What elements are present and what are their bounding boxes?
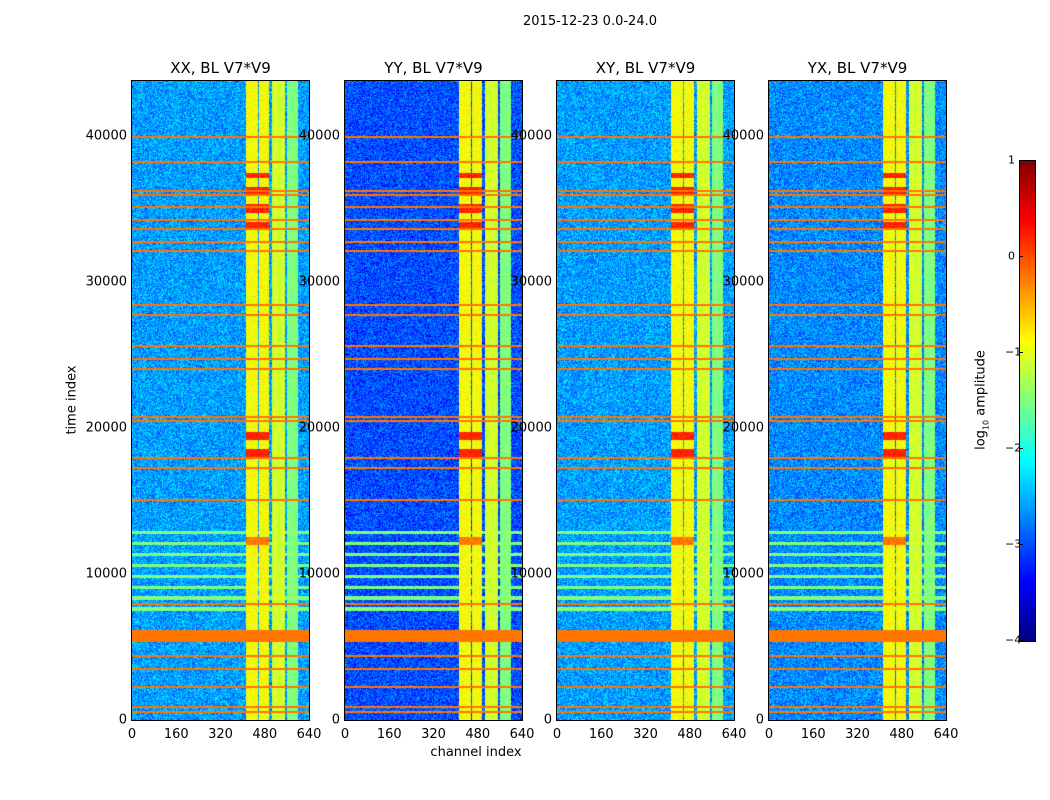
y-tick-label: 0	[331, 712, 340, 728]
x-tick-label: 640	[933, 727, 959, 742]
x-tick-label: 0	[127, 727, 137, 742]
x-tick-label: 320	[633, 727, 658, 742]
y-axis-label: time index	[64, 365, 80, 435]
heatmap-image	[769, 81, 946, 720]
y-tick-label: 20000	[298, 420, 340, 436]
y-tick-label: 40000	[298, 128, 340, 144]
colorbar-tick-mark	[1019, 448, 1023, 449]
heatmap-panel: YY, BL V7*V9 0 160 320 480 640 0 10000 20000 3000…	[299, 59, 535, 742]
y-tick-label: 30000	[85, 274, 127, 290]
heatmap-image	[132, 81, 309, 720]
x-tick-label: 480	[889, 727, 915, 742]
x-tick-label: 160	[800, 727, 826, 742]
x-tick-label: 0	[340, 727, 350, 742]
colorbar-tick-label: −1	[1005, 345, 1022, 359]
y-tick-label: 20000	[510, 420, 552, 436]
y-tick-label: 0	[118, 712, 127, 728]
x-tick-label: 160	[163, 727, 189, 742]
colorbar-tick-mark	[1019, 544, 1023, 545]
colorbar-tick-label: 1	[1008, 153, 1015, 167]
x-tick-label: 480	[677, 727, 703, 742]
y-tick-label: 20000	[722, 420, 764, 436]
y-tick-label: 40000	[510, 128, 552, 144]
heatmap-image	[557, 81, 734, 720]
x-tick-label: 480	[465, 727, 491, 742]
y-tick-label: 10000	[298, 566, 340, 582]
y-tick-label: 30000	[510, 274, 552, 290]
heatmap-panel: YX, BL V7*V9 0 160 320 480 640 0 10000 20000 3000…	[723, 59, 959, 742]
y-tick-label: 10000	[722, 566, 764, 582]
y-tick-label: 10000	[85, 566, 127, 582]
colorbar-tick-mark	[1019, 160, 1023, 161]
colorbar-tick-mark	[1019, 256, 1023, 257]
x-axis-label: channel index	[430, 745, 522, 760]
panel-title: XY, BL V7*V9	[595, 59, 696, 77]
heatmap-image	[345, 81, 522, 720]
colorbar-label: log10 amplitude	[973, 350, 991, 450]
x-tick-label: 320	[421, 727, 446, 742]
x-tick-label: 640	[296, 727, 322, 742]
x-tick-label: 320	[845, 727, 870, 742]
y-tick-label: 30000	[298, 274, 340, 290]
colorbar-tick-label: −4	[1005, 633, 1022, 647]
x-tick-label: 640	[509, 727, 535, 742]
colorbar	[1019, 160, 1036, 642]
x-tick-label: 0	[552, 727, 562, 742]
x-tick-label: 160	[588, 727, 614, 742]
colorbar-tick-label: −2	[1005, 441, 1022, 455]
y-tick-label: 20000	[85, 420, 127, 436]
panel-title: XX, BL V7*V9	[170, 59, 271, 77]
y-tick-label: 30000	[722, 274, 764, 290]
y-tick-label: 40000	[85, 128, 127, 144]
x-tick-label: 0	[764, 727, 774, 742]
colorbar-tick-mark	[1019, 640, 1023, 641]
heatmap-panel: XY, BL V7*V9 0 160 320 480 640 0 10000 20000 3000…	[511, 59, 747, 742]
panel-title: YY, BL V7*V9	[384, 59, 483, 77]
colorbar-tick-label: −3	[1005, 537, 1022, 551]
x-tick-label: 160	[376, 727, 402, 742]
figure-title: 2015-12-23 0.0-24.0	[523, 14, 657, 29]
colorbar-tick-label: 0	[1008, 249, 1015, 263]
y-tick-label: 40000	[722, 128, 764, 144]
y-tick-label: 0	[543, 712, 552, 728]
x-tick-label: 480	[252, 727, 278, 742]
panel-title: YX, BL V7*V9	[807, 59, 908, 77]
x-tick-label: 320	[208, 727, 233, 742]
x-tick-label: 640	[721, 727, 747, 742]
y-tick-label: 0	[755, 712, 764, 728]
heatmap-panel: XX, BL V7*V9 0 160 320 480 640 0 10000 20000 3000…	[86, 59, 322, 742]
y-tick-label: 10000	[510, 566, 552, 582]
colorbar-tick-mark	[1019, 352, 1023, 353]
